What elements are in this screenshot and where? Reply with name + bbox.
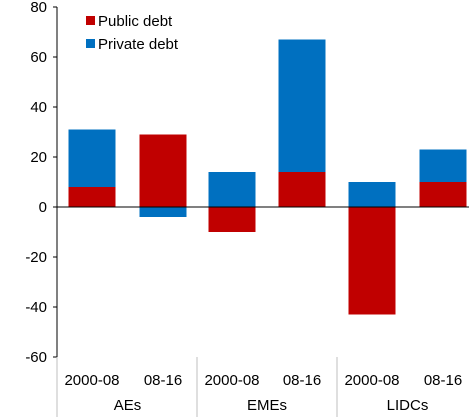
- x-category-label: 2000-08: [204, 372, 259, 389]
- legend-label-0: Public debt: [98, 13, 173, 30]
- bar-public-5: [419, 182, 467, 207]
- x-category-label: 08-16: [144, 372, 182, 389]
- legend-swatch-1: [86, 39, 95, 48]
- bar-private-3: [278, 39, 326, 172]
- y-tick-label: -20: [25, 249, 47, 266]
- legend-swatch-0: [86, 16, 95, 25]
- bar-public-2: [208, 207, 256, 232]
- x-group-label: LIDCs: [387, 397, 429, 414]
- bar-private-5: [419, 149, 467, 182]
- y-tick-label: 80: [30, 0, 47, 16]
- bar-public-0: [68, 187, 116, 207]
- y-tick-label: 60: [30, 49, 47, 66]
- x-category-label: 08-16: [283, 372, 321, 389]
- bar-private-4: [348, 182, 396, 207]
- bar-public-4: [348, 207, 396, 315]
- y-tick-label: 0: [39, 199, 47, 216]
- axis-layer: 80 60 40 20 0 -20 -40 -60 2000-08 08-16 2000-08 08-…: [25, 0, 469, 417]
- bar-private-1: [139, 207, 187, 217]
- y-tick-label: -60: [25, 349, 47, 366]
- legend: Public debt Private debt: [86, 13, 179, 53]
- y-tick-label: 40: [30, 99, 47, 116]
- x-group-label: EMEs: [247, 397, 287, 414]
- bar-public-1: [139, 134, 187, 207]
- x-category-label: 2000-08: [64, 372, 119, 389]
- x-category-label: 08-16: [424, 372, 462, 389]
- bars-layer: [68, 39, 467, 315]
- legend-label-1: Private debt: [98, 36, 179, 53]
- x-group-label: AEs: [114, 397, 142, 414]
- y-tick-label: 20: [30, 149, 47, 166]
- bar-private-2: [208, 172, 256, 207]
- x-category-label: 2000-08: [344, 372, 399, 389]
- bar-private-0: [68, 129, 116, 187]
- bar-public-3: [278, 172, 326, 207]
- y-tick-label: -40: [25, 299, 47, 316]
